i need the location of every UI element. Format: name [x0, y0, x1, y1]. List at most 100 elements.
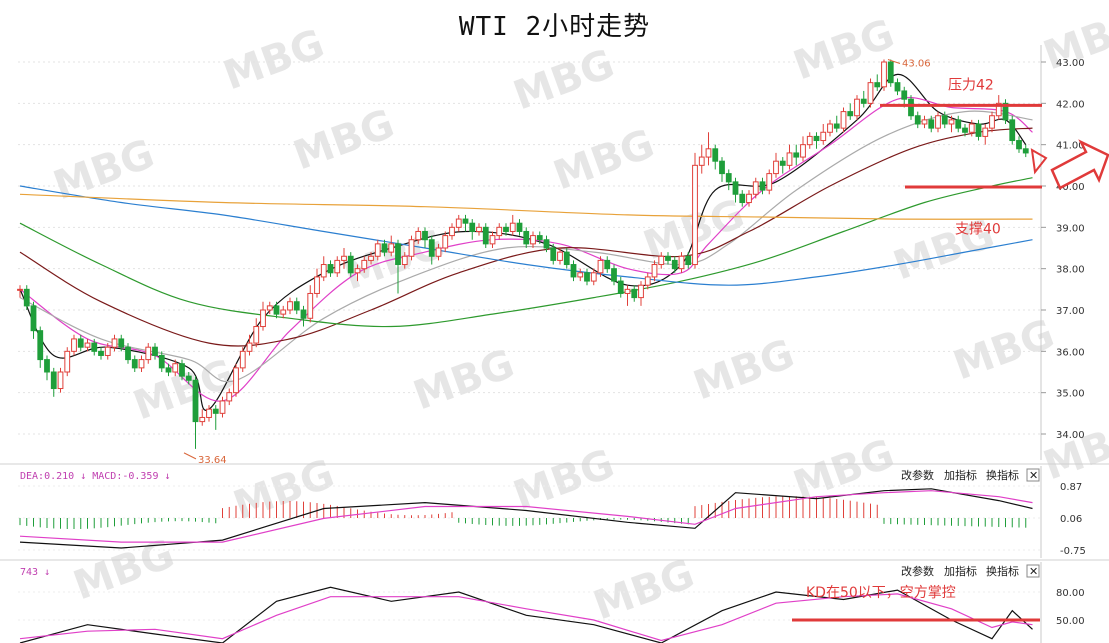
candle-body — [847, 111, 854, 117]
kd-axis: 80.00 50.00 — [18, 588, 1085, 627]
candle-body — [347, 255, 354, 274]
candle-body — [941, 115, 948, 125]
candle-body — [77, 338, 84, 348]
candle-body — [665, 255, 671, 261]
kd-annotation: KD在50以下，空方掌控 — [806, 585, 956, 601]
swap-indicator-button[interactable]: 换指标 — [986, 564, 1019, 578]
low-pointer — [183, 452, 197, 460]
candle-body — [658, 255, 665, 266]
candle-body — [685, 255, 692, 266]
candle-body — [881, 61, 887, 88]
candle-body — [536, 235, 543, 241]
candle-body — [820, 131, 827, 142]
ma-line — [19, 193, 1033, 220]
candle-body — [503, 226, 509, 232]
swap-indicator-button[interactable]: 换指标 — [986, 468, 1019, 482]
close-icon: ✕ — [1029, 469, 1038, 482]
close-button[interactable] — [1026, 468, 1040, 482]
price-tick-label: 43.00 — [1056, 58, 1085, 69]
close-button[interactable] — [1026, 564, 1040, 578]
candle-body — [314, 276, 320, 294]
watermark-text: MBG — [338, 221, 451, 299]
candle-body — [104, 346, 111, 356]
watermark-text: MBG — [508, 41, 621, 119]
ma-line — [19, 185, 1033, 286]
resistance-label: 压力42 — [948, 77, 994, 93]
candle-body — [206, 408, 212, 418]
price-tick-label: 35.00 — [1056, 389, 1085, 400]
candle-body — [334, 259, 341, 274]
candle-body — [138, 359, 145, 369]
candle-body — [361, 259, 368, 270]
indicator-line — [19, 490, 1033, 543]
candle-body — [91, 342, 98, 352]
change-params-button[interactable]: 改参数 — [901, 468, 934, 482]
candle-body — [854, 98, 860, 117]
macd-tick-label: -0.75 — [1060, 546, 1086, 557]
candle-body — [955, 119, 962, 129]
candle-body — [293, 301, 300, 311]
close-icon: ✕ — [1029, 565, 1038, 578]
candle-body — [401, 255, 408, 266]
candle-body — [732, 181, 739, 195]
candle-body — [64, 350, 71, 373]
watermark-text: MBG — [548, 121, 661, 199]
price-tick-label: 39.00 — [1056, 223, 1085, 234]
macd-histogram — [19, 496, 1027, 530]
price-tick-label: 34.00 — [1056, 430, 1085, 441]
candle-body — [935, 115, 941, 129]
watermark-text: MBG — [688, 331, 801, 409]
candle-body — [395, 243, 401, 266]
ma-line — [19, 96, 1033, 402]
candle-body — [57, 371, 64, 390]
price-tick-label: 41.00 — [1056, 141, 1085, 152]
candle-body — [37, 330, 44, 361]
low-price-label: 33.64 — [198, 455, 227, 466]
candle-body — [516, 222, 523, 232]
candle-body — [570, 264, 577, 278]
candle-body — [354, 268, 361, 274]
candle-body — [638, 284, 644, 299]
candle-body — [631, 288, 638, 299]
candle-body — [806, 135, 813, 146]
add-indicator-button[interactable]: 加指标 — [944, 564, 977, 578]
ma-line — [19, 177, 1033, 328]
candle-body — [131, 359, 138, 369]
candle-body — [368, 255, 374, 261]
candle-body — [253, 326, 260, 344]
candle-body — [408, 239, 415, 257]
change-params-button[interactable]: 改参数 — [901, 564, 934, 578]
candle-body — [584, 272, 590, 282]
price-axis: 43.00 42.00 41.00 40.00 39.00 38.00 37.00 36.00… — [1041, 58, 1085, 441]
candle-body — [374, 243, 381, 257]
candle-body — [577, 272, 584, 278]
candle-body — [773, 160, 779, 175]
candle-body — [989, 115, 995, 129]
watermark-text: MBG — [128, 351, 241, 429]
candle-body — [212, 408, 219, 414]
candle-body — [530, 235, 536, 245]
price-tick-label: 36.00 — [1056, 347, 1085, 358]
add-indicator-button[interactable]: 加指标 — [944, 468, 977, 482]
ma-line — [19, 110, 1033, 383]
candle-body — [435, 247, 442, 257]
price-tick-label: 37.00 — [1056, 306, 1085, 317]
candle-body — [867, 82, 874, 104]
candle-body — [273, 305, 280, 315]
candle-body — [611, 268, 617, 282]
candle-body — [246, 342, 253, 352]
candle-body — [590, 272, 597, 282]
candle-body — [921, 119, 928, 125]
candle-body — [199, 416, 206, 423]
price-tick-label: 38.00 — [1056, 265, 1085, 276]
candle-body — [233, 367, 239, 394]
candle-body — [489, 235, 496, 245]
candle-body — [678, 255, 685, 270]
macd-label: DEA:0.210 ↓ MACD:-0.359 ↓ — [20, 471, 171, 482]
trend-arrow-icon — [1050, 139, 1109, 190]
candle-body — [462, 218, 469, 224]
candle-body — [307, 292, 314, 319]
candlestick-series — [17, 59, 1029, 449]
candle-body — [908, 98, 914, 117]
candle-body — [152, 346, 158, 356]
